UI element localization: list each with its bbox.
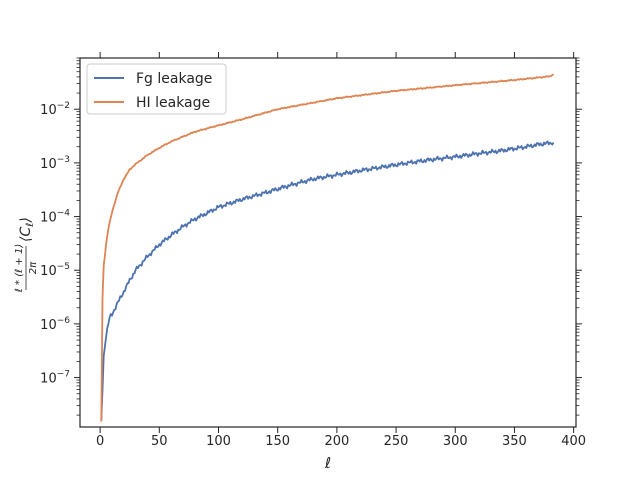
legend: Fg leakage HI leakage — [86, 63, 227, 115]
x-axis-label: ℓ — [324, 454, 331, 472]
x-tick-label: 200 — [324, 434, 349, 449]
x-tick-label: 400 — [561, 434, 586, 449]
x-tick-label: 300 — [443, 434, 468, 449]
axes-layer: 0 50 100 150 200 250 300 350 400 10−7 10−6 10−5 10−4… — [40, 52, 586, 449]
x-tick-label: 50 — [151, 434, 168, 449]
y-tick-label: 10−2 — [40, 101, 70, 118]
y-tick-label: 10−3 — [40, 155, 70, 172]
legend-label-hi-leakage: HI leakage — [136, 95, 210, 111]
y-tick-label: 10−7 — [40, 370, 70, 387]
series-line-fg-leakage — [100, 140, 555, 420]
x-tick-label: 350 — [502, 434, 527, 449]
legend-label-fg-leakage: Fg leakage — [136, 71, 212, 87]
svg-text:2π: 2π — [28, 261, 39, 274]
svg-text:ℓ * (ℓ + 1): ℓ * (ℓ + 1) — [14, 244, 25, 293]
x-tick-label: 100 — [206, 434, 231, 449]
x-tick-label: 250 — [384, 434, 409, 449]
svg-text:⟨Cℓ⟩: ⟨Cℓ⟩ — [18, 217, 36, 242]
y-tick-label: 10−6 — [40, 316, 70, 333]
series-line-hi-leakage — [100, 73, 555, 422]
labels-layer: ℓ ℓ * (ℓ + 1) 2π ⟨Cℓ⟩ — [14, 217, 331, 472]
x-tick-label: 0 — [96, 434, 104, 449]
series-layer — [100, 73, 555, 422]
y-axis-label: ℓ * (ℓ + 1) 2π ⟨Cℓ⟩ — [14, 217, 39, 292]
x-tick-label: 150 — [265, 434, 290, 449]
y-tick-label: 10−5 — [40, 262, 70, 279]
y-tick-label: 10−4 — [40, 209, 70, 226]
plot-frame — [79, 57, 577, 428]
